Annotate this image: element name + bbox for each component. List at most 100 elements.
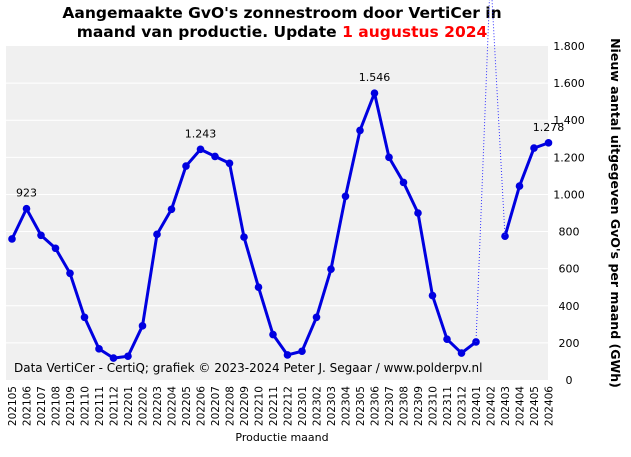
data-label: 923 [16, 187, 37, 200]
x-tick-label: 202202 [138, 386, 150, 426]
data-point [196, 145, 205, 154]
data-point [428, 291, 437, 300]
data-point [8, 235, 16, 243]
plot-area [6, 46, 548, 380]
x-tick-label: 202210 [254, 386, 266, 426]
series-line [503, 141, 550, 237]
data-point [327, 265, 335, 274]
chart-title-line2-main: maand van productie. Update [77, 23, 342, 41]
x-tick-label: 202309 [413, 386, 425, 426]
data-point [211, 152, 219, 161]
x-axis-ticks: 202105 202106 202107 202108 202109 202110 2021… [7, 386, 556, 426]
x-tick-label: 202106 [22, 386, 34, 426]
data-point [22, 204, 31, 213]
data-point [124, 352, 132, 361]
series-line [475, 0, 506, 342]
x-tick-label: 202302 [312, 386, 324, 426]
data-point [182, 162, 190, 170]
x-tick-label: 202303 [326, 386, 338, 426]
data-point [530, 144, 538, 152]
y-tick-label: 400 [559, 300, 580, 313]
grid-lines [6, 82, 548, 344]
x-tick-label: 202112 [109, 386, 121, 426]
data-label: 1.243 [185, 127, 217, 140]
x-tick-label: 202105 [7, 386, 19, 426]
y-tick-label: 1.400 [553, 114, 585, 127]
data-point [109, 354, 118, 362]
y-tick-label: 0 [566, 374, 573, 387]
x-tick-label: 202206 [196, 386, 208, 426]
x-axis-label: Productie maand [235, 431, 328, 444]
chart-title-line1: Aangemaakte GvO's zonnestroom door Verti… [62, 4, 501, 22]
x-tick-label: 202208 [225, 386, 237, 426]
x-tick-label: 202404 [515, 386, 527, 426]
data-point [240, 233, 248, 241]
x-tick-label: 202306 [370, 386, 382, 426]
x-tick-label: 202209 [239, 386, 251, 426]
x-tick-label: 202109 [65, 386, 77, 426]
data-point [544, 139, 553, 147]
x-tick-label: 202301 [297, 386, 309, 426]
x-tick-label: 202203 [152, 386, 164, 426]
x-tick-label: 202304 [341, 386, 353, 426]
data-point [254, 283, 263, 292]
x-tick-label: 202111 [94, 386, 106, 426]
x-tick-label: 202305 [355, 386, 367, 426]
y-axis-ticks: 0 200 400 600 800 1.000 1.200 1.400 1.600 1.800 [553, 40, 585, 387]
data-point [414, 209, 422, 217]
x-tick-label: 202212 [283, 386, 295, 426]
x-tick-label: 202110 [80, 386, 92, 426]
data-label: 1.546 [359, 71, 391, 84]
y-axis-label: Nieuw aantal uitgegeven GvO's per maand … [608, 38, 623, 388]
chart-title-line2: maand van productie. Update 1 augustus 2… [77, 23, 488, 41]
data-point [457, 349, 466, 357]
y-tick-label: 600 [559, 263, 580, 276]
data-point [341, 192, 350, 201]
data-point [80, 313, 89, 322]
data-point [385, 153, 393, 162]
x-tick-label: 202402 [486, 386, 498, 426]
source-note: Data VertiCer - CertiQ; grafiek © 2023-2… [14, 361, 483, 375]
x-tick-label: 202205 [181, 386, 193, 426]
x-tick-label: 202403 [500, 386, 512, 426]
data-point [370, 89, 379, 97]
y-tick-label: 1.200 [553, 151, 585, 164]
x-tick-label: 202108 [51, 386, 63, 426]
data-point [167, 205, 176, 214]
x-tick-label: 202311 [442, 386, 454, 426]
x-tick-label: 202405 [529, 386, 541, 426]
y-tick-label: 1.000 [553, 188, 585, 201]
x-tick-label: 202201 [123, 386, 135, 426]
data-point [356, 126, 364, 135]
data-point [66, 269, 74, 278]
data-point [443, 335, 451, 343]
data-point [515, 182, 524, 190]
data-point [501, 232, 509, 240]
data-point [283, 351, 292, 359]
data-point [138, 322, 147, 330]
data-point [312, 313, 321, 322]
data-point [153, 230, 161, 239]
x-tick-label: 202312 [457, 386, 469, 426]
y-tick-label: 800 [559, 226, 580, 239]
series-layer [8, 0, 553, 362]
y-tick-label: 200 [559, 337, 580, 350]
data-point [51, 244, 60, 253]
x-tick-label: 202107 [36, 386, 48, 426]
x-tick-label: 202211 [268, 386, 280, 426]
data-point [225, 159, 234, 168]
x-tick-label: 202310 [428, 386, 440, 426]
x-tick-label: 202401 [471, 386, 483, 426]
x-tick-label: 202204 [167, 386, 179, 426]
x-tick-label: 202308 [399, 386, 411, 426]
chart-title-update-date: 1 augustus 2024 [342, 23, 487, 41]
y-tick-label: 1.800 [553, 40, 585, 53]
data-label: 1.278 [533, 121, 565, 134]
x-tick-label: 202307 [384, 386, 396, 426]
y-tick-label: 1.600 [553, 77, 585, 90]
data-point [298, 347, 306, 356]
data-point [37, 231, 45, 240]
data-point [95, 345, 103, 353]
